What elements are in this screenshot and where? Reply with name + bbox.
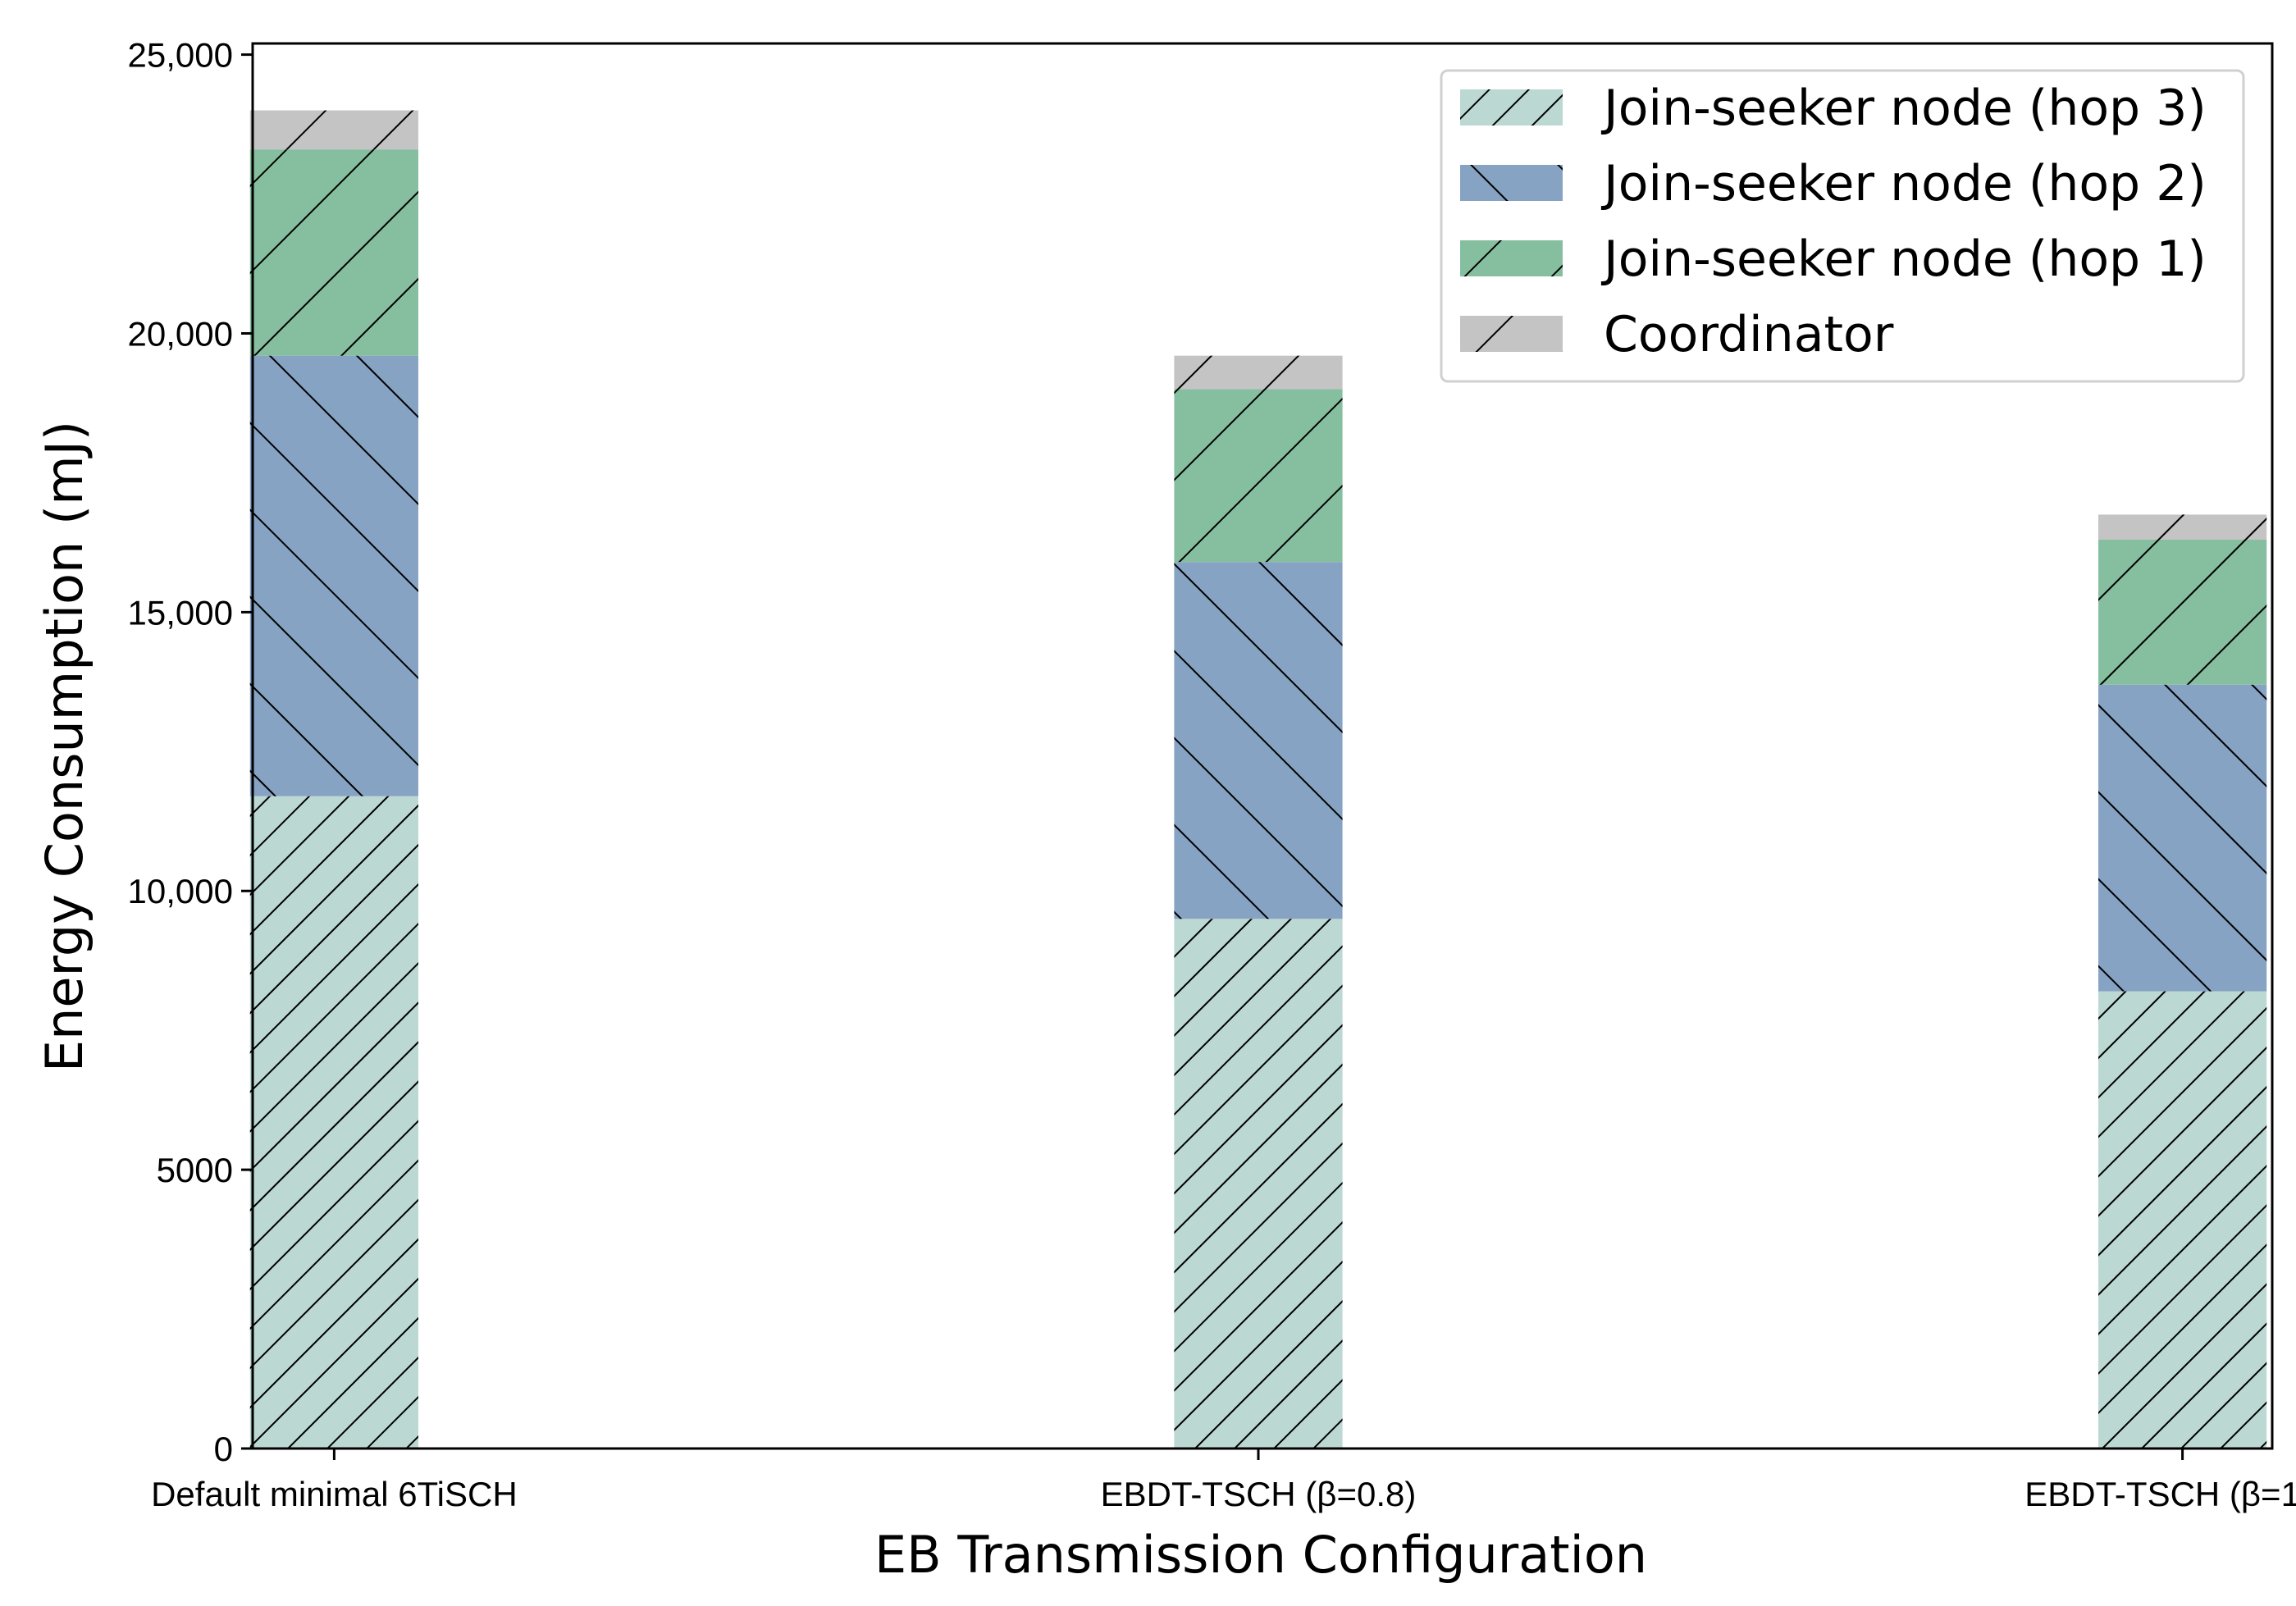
bar-segment xyxy=(1174,562,1343,919)
bar-segment xyxy=(249,149,418,356)
y-tick-label: 25,000 xyxy=(128,36,233,75)
legend-item: Join-seeker node (hop 2) xyxy=(1460,155,2207,212)
y-tick-label: 15,000 xyxy=(128,593,233,632)
bar-segment xyxy=(249,110,418,150)
x-tick-label: EBDT-TSCH (β=1.8) xyxy=(2024,1475,2296,1513)
bar-segment xyxy=(2098,514,2267,540)
plot-area-frame xyxy=(251,42,2274,1450)
legend-label: Join-seeker node (hop 2) xyxy=(1600,155,2207,212)
legend-label: Join-seeker node (hop 3) xyxy=(1600,80,2207,137)
y-axis-title: Energy Consumption (mJ) xyxy=(34,421,94,1072)
legend-label: Join-seeker node (hop 1) xyxy=(1600,230,2207,288)
bar-segment xyxy=(249,796,418,1449)
y-tick-label: 5000 xyxy=(157,1151,233,1189)
x-tick-label: EBDT-TSCH (β=0.8) xyxy=(1101,1475,1417,1513)
bar-segment xyxy=(249,355,418,796)
bar-segment xyxy=(2098,684,2267,992)
y-tick-label: 20,000 xyxy=(128,314,233,353)
bar-segment xyxy=(2098,991,2267,1449)
legend-item: Join-seeker node (hop 1) xyxy=(1460,230,2207,288)
legend-item: Join-seeker node (hop 3) xyxy=(1460,80,2207,137)
bar-segment xyxy=(1174,389,1343,563)
legend-frame xyxy=(1440,69,2245,383)
bar-segment xyxy=(1174,919,1343,1449)
x-tick-label: Default minimal 6TiSCH xyxy=(151,1475,518,1513)
bar-segment xyxy=(1174,355,1343,390)
y-tick-label: 0 xyxy=(214,1430,233,1468)
x-axis-title: EB Transmission Configuration xyxy=(874,1525,1647,1585)
bar-segment xyxy=(2098,539,2267,685)
y-tick-label: 10,000 xyxy=(128,872,233,910)
legend-item: Coordinator xyxy=(1460,306,1894,363)
legend: Join-seeker node (hop 3) Join-seeker node… xyxy=(1440,69,2245,383)
legend-label: Coordinator xyxy=(1604,306,1894,363)
